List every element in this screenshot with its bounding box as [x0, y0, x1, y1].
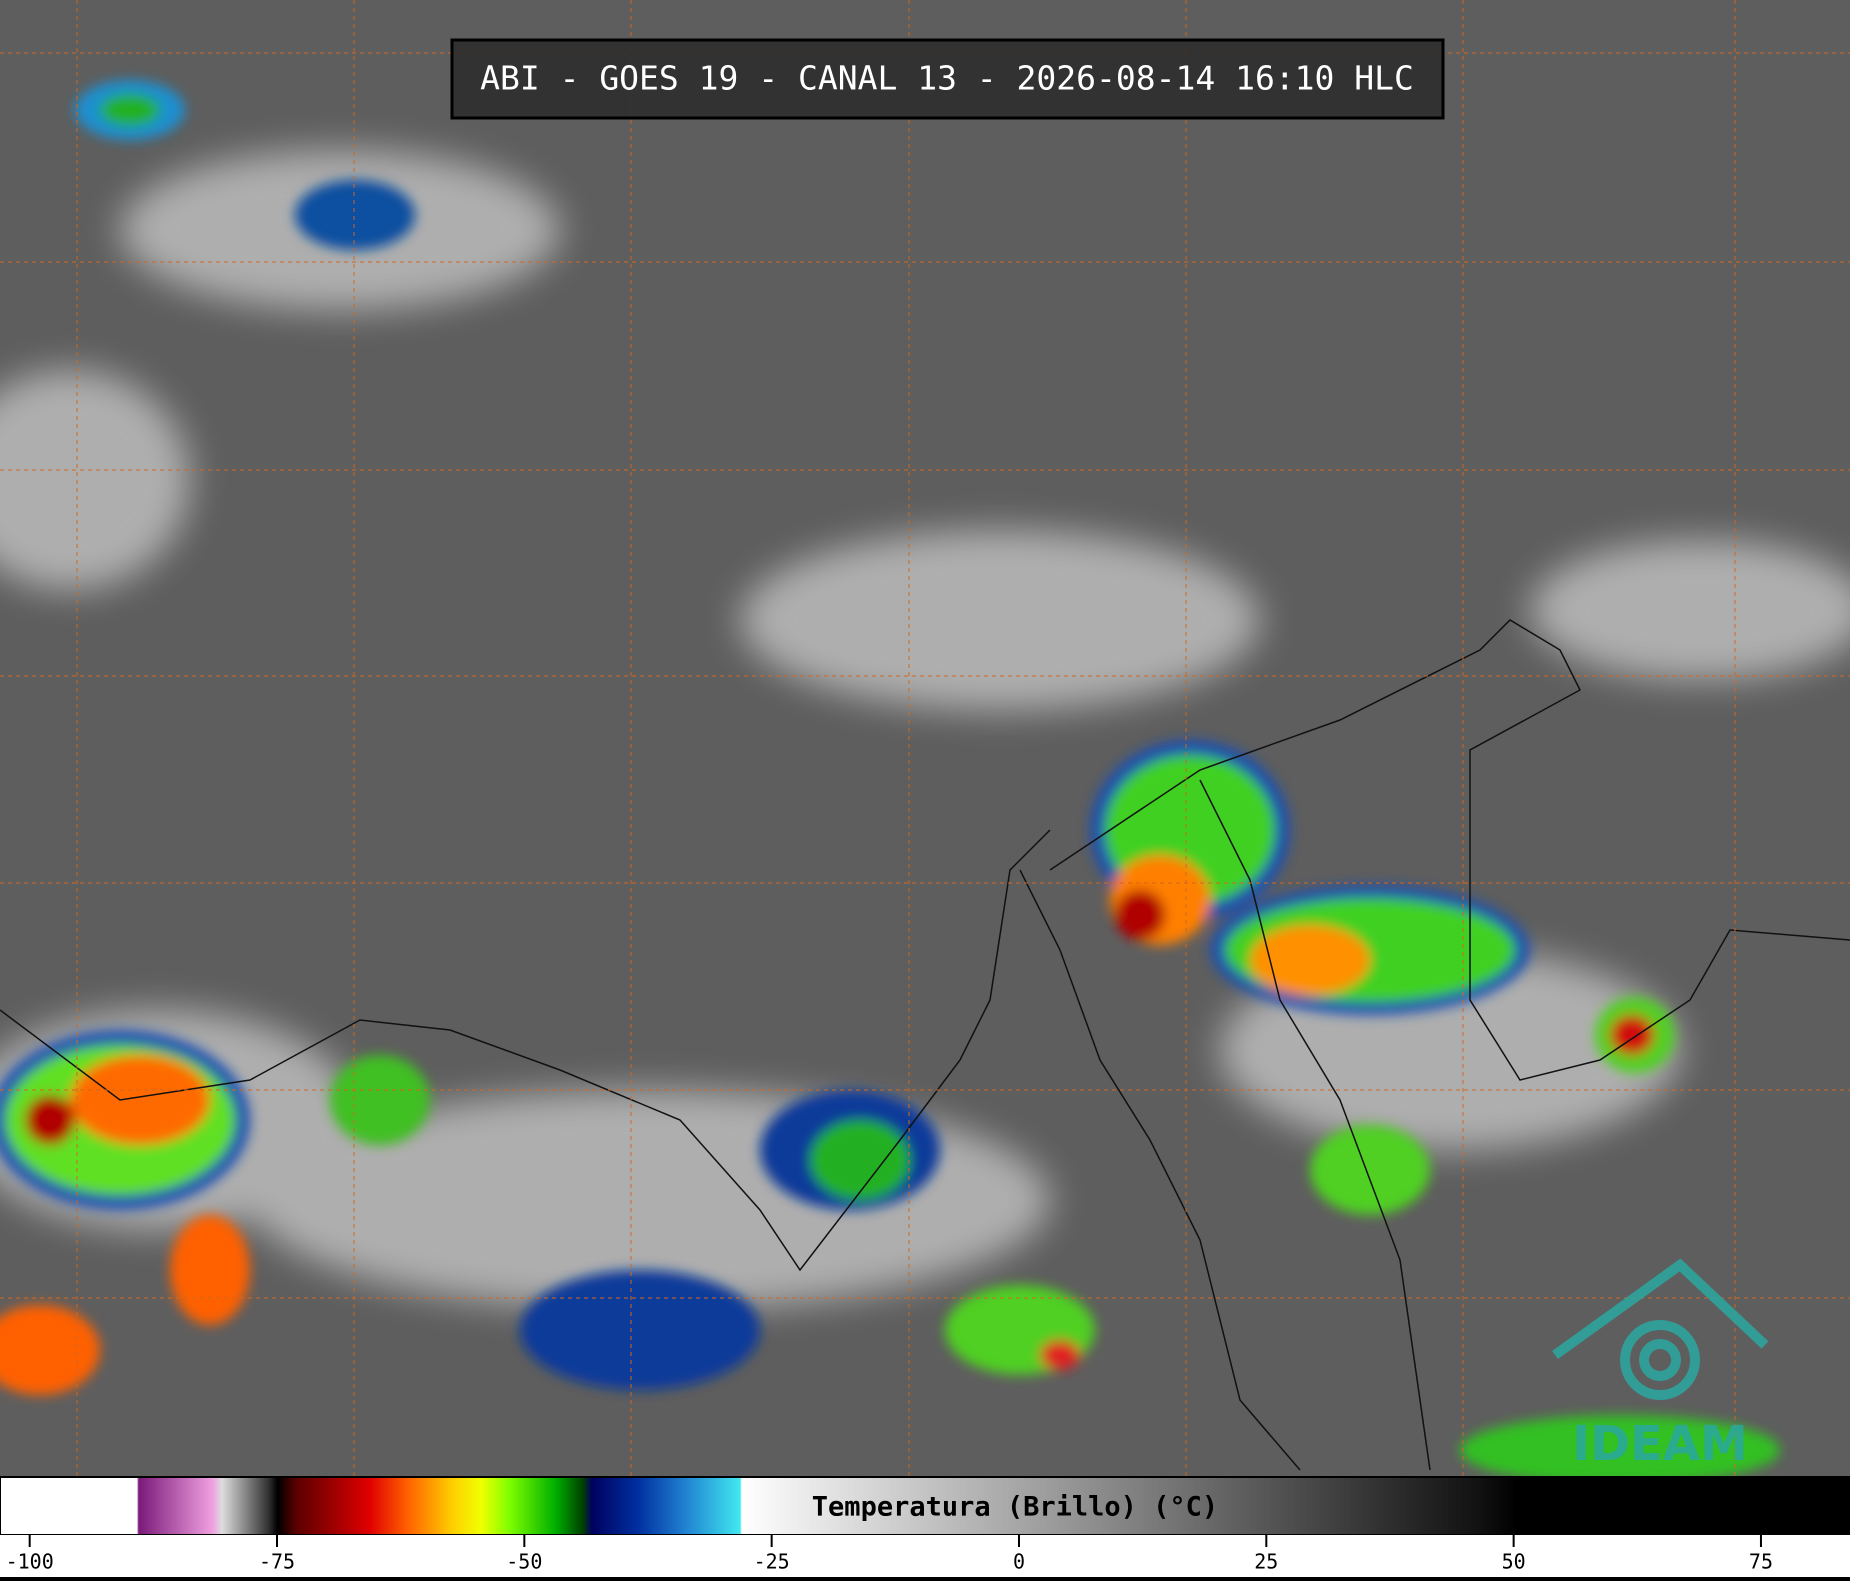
satellite-image: IDEAM	[0, 0, 1850, 1485]
tick-label: 75	[1749, 1550, 1773, 1574]
tick-label: 25	[1254, 1550, 1278, 1574]
tick-label: -25	[754, 1550, 790, 1574]
tick-label: -100	[6, 1550, 54, 1574]
colorbar-label: Temperatura (Brillo) (°C)	[812, 1492, 1218, 1523]
tick-label: -50	[506, 1550, 542, 1574]
ticks: -100 -75 -50 -25 0 25 50 75	[6, 1535, 1773, 1574]
tick-label: 0	[1013, 1550, 1025, 1574]
logo-text: IDEAM	[1572, 1416, 1747, 1472]
tick-label: -75	[259, 1550, 295, 1574]
title: ABI - GOES 19 - CANAL 13 - 2026-08-14 16…	[480, 59, 1414, 98]
title-box	[450, 38, 1445, 120]
tick-area	[0, 1535, 1850, 1577]
logo	[1552, 1258, 1769, 1400]
colorbar	[0, 1476, 1850, 1536]
tick-label: 50	[1502, 1550, 1526, 1574]
